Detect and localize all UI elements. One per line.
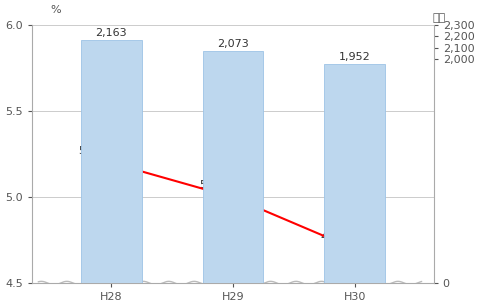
Text: 人数: 人数 bbox=[432, 13, 446, 23]
Bar bbox=[324, 64, 385, 283]
Bar bbox=[81, 40, 142, 283]
Text: 2,073: 2,073 bbox=[217, 38, 249, 49]
Text: 4.7: 4.7 bbox=[321, 232, 339, 242]
Text: %: % bbox=[50, 5, 61, 15]
Text: 5.0: 5.0 bbox=[200, 180, 217, 190]
Bar bbox=[203, 51, 264, 283]
Text: 1,952: 1,952 bbox=[339, 52, 371, 62]
Text: 5.2: 5.2 bbox=[78, 146, 96, 156]
Text: 2,163: 2,163 bbox=[96, 28, 127, 38]
